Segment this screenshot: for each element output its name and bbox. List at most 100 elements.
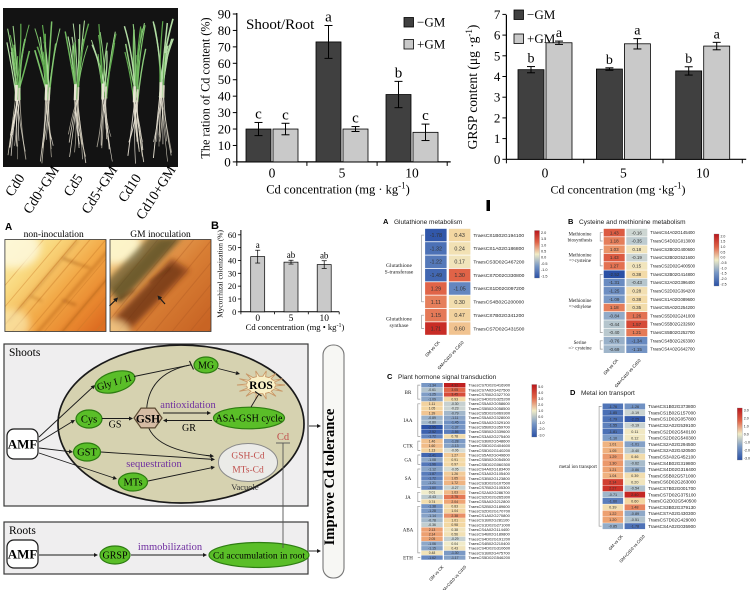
svg-text:BR: BR: [405, 391, 412, 396]
svg-text:3.0: 3.0: [744, 408, 749, 412]
svg-text:1.30: 1.30: [609, 462, 616, 466]
svg-text:-1.25: -1.25: [428, 393, 436, 397]
svg-text:1.43: 1.43: [610, 230, 619, 235]
svg-text:TraesCS5B02G359700: TraesCS5B02G359700: [468, 425, 510, 430]
svg-text:-1.85: -1.85: [609, 411, 618, 415]
svg-text:1.05: 1.05: [609, 449, 616, 453]
svg-text:TraesCS7A02G430300: TraesCS7A02G430300: [648, 511, 696, 516]
svg-text:0.5: 0.5: [721, 250, 726, 254]
svg-text:b: b: [685, 52, 692, 67]
svg-text:TraesCS5B02G058500: TraesCS5B02G058500: [468, 406, 510, 411]
svg-text:TraesCS2D02G540100: TraesCS2D02G540100: [648, 429, 696, 434]
svg-text:-1.15: -1.15: [428, 546, 436, 550]
svg-text:1.22: 1.22: [609, 512, 616, 516]
svg-text:10: 10: [319, 314, 329, 324]
svg-text:3: 3: [494, 90, 501, 105]
svg-text:AMF: AMF: [8, 437, 38, 452]
svg-text:70: 70: [218, 39, 231, 54]
svg-text:50: 50: [218, 72, 231, 87]
svg-text:TraesCS5D02G069300: TraesCS5D02G069300: [468, 411, 510, 416]
svg-text:Cd: Cd: [277, 432, 290, 443]
svg-text:TraesCS2B02G521600: TraesCS2B02G521600: [650, 255, 695, 260]
svg-text:a: a: [634, 24, 641, 39]
svg-text:5: 5: [339, 166, 346, 181]
svg-text:0.20: 0.20: [631, 480, 638, 484]
svg-text:-1.62: -1.62: [428, 556, 436, 560]
svg-text:TraesCS7D02G416900: TraesCS7D02G416900: [468, 383, 510, 388]
svg-text:-3.0: -3.0: [744, 456, 750, 460]
svg-text:-0.43: -0.43: [632, 280, 643, 285]
svg-text:5: 5: [289, 314, 294, 324]
svg-text:4: 4: [494, 69, 501, 84]
svg-text:10: 10: [696, 166, 710, 181]
svg-text:1.26: 1.26: [451, 472, 458, 476]
svg-text:-0.5: -0.5: [721, 261, 727, 265]
svg-text:TraesCS4B02G319800: TraesCS4B02G319800: [648, 461, 696, 466]
svg-text:D: D: [570, 388, 576, 397]
svg-text:GRSP: GRSP: [102, 551, 127, 562]
svg-text:0.46: 0.46: [631, 455, 638, 459]
svg-text:-1.5: -1.5: [721, 272, 727, 276]
svg-text:TraesCS5D02G060300: TraesCS5D02G060300: [468, 462, 510, 467]
svg-text:GSH-Cd: GSH-Cd: [231, 452, 265, 462]
svg-text:TraesCS5A02G058600: TraesCS5A02G058600: [468, 401, 510, 406]
svg-text:Vacuole: Vacuole: [231, 482, 259, 492]
svg-text:2.14: 2.14: [429, 532, 436, 536]
svg-text:A: A: [5, 222, 12, 233]
svg-text:TraesCS7B02G001700: TraesCS7B02G001700: [648, 486, 696, 491]
svg-text:30: 30: [228, 268, 237, 278]
svg-text:TraesCS5A02G212800: TraesCS5A02G212800: [468, 499, 510, 504]
svg-text:metal ion transport: metal ion transport: [559, 465, 597, 470]
svg-text:TraesCS1B02G157000: TraesCS1B02G157000: [648, 410, 696, 415]
svg-text:5: 5: [620, 166, 627, 181]
svg-text:-0.19: -0.19: [632, 255, 643, 260]
svg-text:-0.27: -0.27: [451, 486, 459, 490]
svg-text:-1.78: -1.78: [430, 233, 442, 239]
svg-text:TraesCS7B02G341200: TraesCS7B02G341200: [473, 313, 524, 319]
svg-text:0.24: 0.24: [454, 246, 465, 252]
svg-text:TraesCS1B02G281100: TraesCS1B02G281100: [468, 518, 510, 523]
svg-text:TraesCS4A02G114400: TraesCS4A02G114400: [468, 527, 510, 532]
svg-text:0.01: 0.01: [429, 491, 436, 495]
svg-text:2.05: 2.05: [429, 537, 436, 541]
svg-text:TraesCS4B02G210400: TraesCS4B02G210400: [468, 541, 510, 546]
svg-text:1.01: 1.01: [451, 519, 458, 523]
svg-text:1.21: 1.21: [632, 330, 641, 335]
svg-text:a: a: [556, 26, 563, 41]
svg-text:-0.76: -0.76: [609, 338, 620, 343]
svg-text:-1.21: -1.21: [428, 481, 436, 485]
svg-text:-1.22: -1.22: [430, 260, 442, 266]
svg-text:Methionine: Methionine: [568, 299, 592, 304]
svg-text:20: 20: [228, 281, 237, 291]
svg-text:0.98: 0.98: [451, 523, 458, 527]
svg-text:c: c: [255, 106, 262, 122]
svg-text:TraesCS5B02G252700: TraesCS5B02G252700: [650, 330, 695, 335]
svg-text:a: a: [714, 27, 721, 42]
svg-text:-1.15: -1.15: [632, 347, 643, 352]
svg-text:-1.08: -1.08: [428, 458, 436, 462]
svg-text:1.5: 1.5: [541, 237, 546, 241]
svg-text:0.30: 0.30: [454, 300, 465, 306]
svg-text:c: c: [422, 108, 429, 124]
svg-text:a: a: [325, 10, 332, 26]
svg-text:Metal ion transport: Metal ion transport: [581, 390, 635, 397]
svg-text:-1.0: -1.0: [744, 440, 750, 444]
svg-text:TraesCS4D02G325200: TraesCS4D02G325200: [468, 397, 510, 402]
svg-text:TraesCS7A02G427500: TraesCS7A02G427500: [468, 387, 510, 392]
svg-text:=>ethylene: =>ethylene: [569, 305, 592, 310]
svg-text:1.46: 1.46: [429, 439, 436, 443]
svg-text:1.26: 1.26: [632, 313, 641, 318]
svg-text:TraesCS5B02G571000: TraesCS5B02G571000: [648, 473, 696, 478]
svg-text:0.0: 0.0: [744, 432, 749, 436]
svg-text:0.48: 0.48: [429, 551, 436, 555]
svg-text:0.0: 0.0: [541, 256, 546, 260]
svg-text:a: a: [256, 240, 260, 250]
svg-text:0.91: 0.91: [451, 458, 458, 462]
svg-text:Roots: Roots: [9, 525, 36, 537]
svg-text:TraesCS3A02G275400: TraesCS3A02G275400: [468, 434, 510, 439]
svg-text:−GM: −GM: [417, 15, 446, 30]
svg-text:TraesCS5D02G546200: TraesCS5D02G546200: [468, 555, 510, 560]
svg-text:0: 0: [269, 166, 276, 181]
svg-text:-1.60: -1.60: [428, 486, 436, 490]
svg-text:TraesCS7B02G105300: TraesCS7B02G105300: [468, 485, 510, 490]
